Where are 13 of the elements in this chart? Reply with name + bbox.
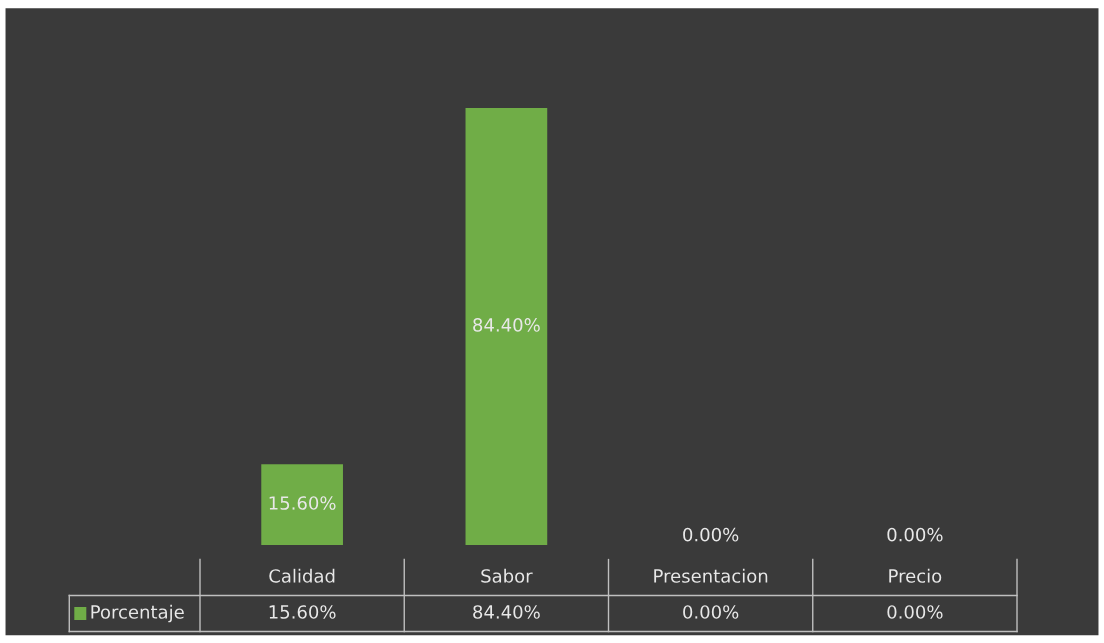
text: 0.00% bbox=[683, 527, 739, 542]
x-tick-label: Presentacion bbox=[654, 568, 768, 583]
data-label: 0.00% bbox=[683, 605, 739, 619]
text: 15.60% bbox=[269, 496, 336, 510]
data-label: 84.40% bbox=[473, 605, 540, 619]
text: 0.00% bbox=[887, 527, 943, 542]
x-tick-label: Calidad bbox=[269, 568, 335, 583]
x-tick-label: Sabor bbox=[481, 568, 533, 583]
x-tick-label: Precio bbox=[889, 568, 942, 583]
text: 84.40% bbox=[473, 318, 540, 332]
data-label: 15.60% bbox=[269, 605, 336, 619]
legend-label: Porcentaje bbox=[91, 604, 184, 623]
data-label: 0.00% bbox=[887, 605, 943, 619]
